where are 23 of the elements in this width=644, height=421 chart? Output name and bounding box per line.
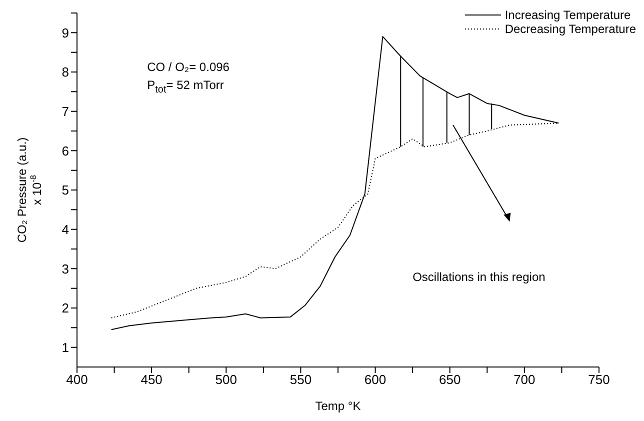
x-tick-label: 400 [66, 372, 88, 388]
y-tick-label: 4 [62, 222, 69, 237]
x-tick-label: 550 [290, 372, 312, 388]
y-tick-label: 6 [62, 143, 69, 158]
legend-label: Increasing Temperature [504, 8, 631, 22]
x-tick-label: 650 [439, 372, 461, 388]
y-tick-label: 7 [62, 104, 69, 119]
legend-label: Decreasing Temperature [504, 22, 636, 36]
y-tick-label: 2 [62, 300, 69, 316]
annotation: Oscillations in this region [412, 270, 546, 284]
y-tick-label: 3 [62, 261, 69, 276]
x-tick-label: 750 [588, 372, 610, 388]
y-tick-label: 1 [62, 340, 69, 355]
x-tick-label: 700 [514, 372, 536, 388]
x-tick-label: 600 [364, 372, 386, 388]
x-tick-label: 450 [140, 372, 162, 388]
annotation: P$_{tot}$= 52 mTorr [147, 78, 224, 96]
y-tick-label: 8 [62, 64, 69, 80]
y-tick-label: 9 [62, 25, 69, 40]
x-axis-title: Temp °K [315, 399, 361, 413]
y-tick-label: 5 [62, 182, 69, 198]
x-tick-label: 500 [215, 372, 237, 388]
annotation: CO / O₂= 0.096 [147, 60, 230, 74]
